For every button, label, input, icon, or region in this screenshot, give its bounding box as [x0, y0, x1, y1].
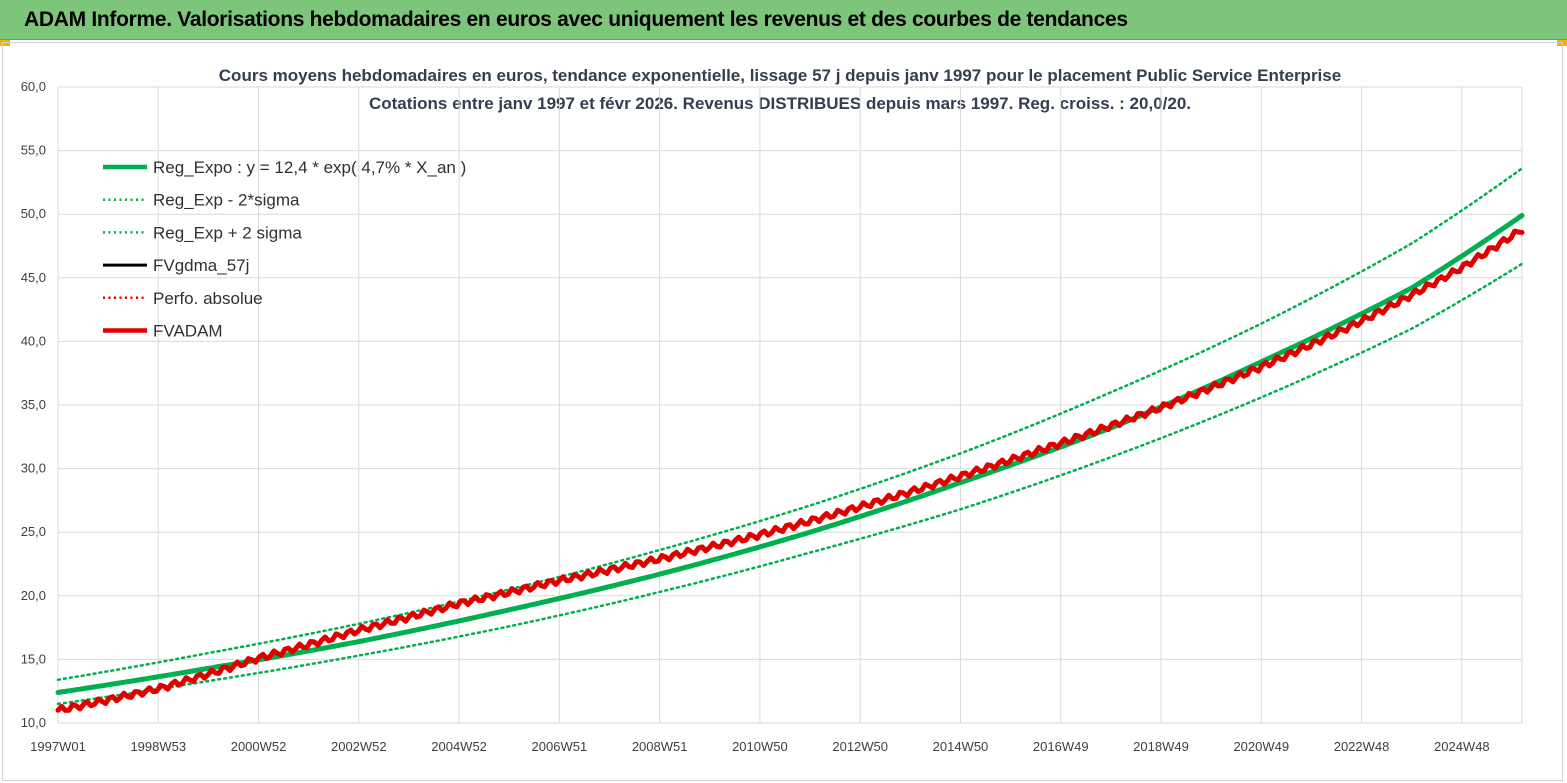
y-tick-label: 60,0	[21, 79, 46, 94]
series-lines	[55, 167, 1525, 713]
chart-frame	[2, 42, 1563, 781]
x-tick-label: 2010W50	[732, 739, 788, 754]
y-axis-ticks: 10,0 15,0 20,0 25,0 30,0 35,0 40,0 45,0 50,0 55,0…	[21, 79, 46, 730]
y-tick-label: 15,0	[21, 651, 46, 666]
corner-marker-left	[0, 40, 10, 46]
x-tick-label: 2012W50	[832, 739, 888, 754]
x-tick-label: 2018W49	[1133, 739, 1189, 754]
x-tick-label: 2020W49	[1233, 739, 1289, 754]
legend-label: Reg_Exp + 2 sigma	[153, 223, 302, 242]
x-tick-label: 2000W52	[231, 739, 287, 754]
chart-title-line-1: Cours moyens hebdomadaires en euros, ten…	[219, 66, 1341, 85]
y-tick-label: 55,0	[21, 143, 46, 158]
x-tick-label: 1998W53	[130, 739, 186, 754]
y-tick-label: 45,0	[21, 270, 46, 285]
x-tick-label: 2016W49	[1033, 739, 1089, 754]
chart-title-line-2: Cotations entre janv 1997 et févr 2026. …	[369, 94, 1191, 113]
y-tick-label: 20,0	[21, 588, 46, 603]
legend-label: FVADAM	[153, 322, 223, 341]
y-tick-label: 40,0	[21, 333, 46, 348]
x-tick-label: 2022W48	[1334, 739, 1390, 754]
page-title: ADAM Informe. Valorisations hebdomadaire…	[24, 8, 1128, 31]
gridlines	[57, 86, 1523, 724]
series-line-5	[55, 228, 1525, 713]
x-tick-label: 2014W50	[933, 739, 989, 754]
x-tick-label: 2002W52	[331, 739, 387, 754]
y-tick-label: 35,0	[21, 397, 46, 412]
y-tick-label: 25,0	[21, 524, 46, 539]
x-tick-label: 2006W51	[532, 739, 588, 754]
y-tick-label: 30,0	[21, 461, 46, 476]
legend: Reg_Expo : y = 12,4 * exp( 4,7% * X_an )…	[103, 158, 466, 341]
legend-label: FVgdma_57j	[153, 256, 249, 275]
y-tick-label: 50,0	[21, 206, 46, 221]
y-tick-label: 10,0	[21, 715, 46, 730]
series-line-2	[56, 167, 1524, 682]
legend-label: Perfo. absolue	[153, 289, 263, 308]
x-tick-label: 1997W01	[30, 739, 86, 754]
x-tick-label: 2024W48	[1434, 739, 1490, 754]
x-axis-ticks: 1997W01 1998W53 2000W52 2002W52 2004W52 2006W…	[30, 739, 1489, 754]
x-tick-label: 2008W51	[632, 739, 688, 754]
series-line-1	[56, 262, 1524, 706]
header-banner: ADAM Informe. Valorisations hebdomadaire…	[0, 0, 1567, 40]
legend-label: Reg_Exp - 2*sigma	[153, 191, 300, 210]
series-line-0	[55, 213, 1525, 695]
x-tick-label: 2004W52	[431, 739, 487, 754]
legend-label: Reg_Expo : y = 12,4 * exp( 4,7% * X_an )	[153, 158, 466, 177]
